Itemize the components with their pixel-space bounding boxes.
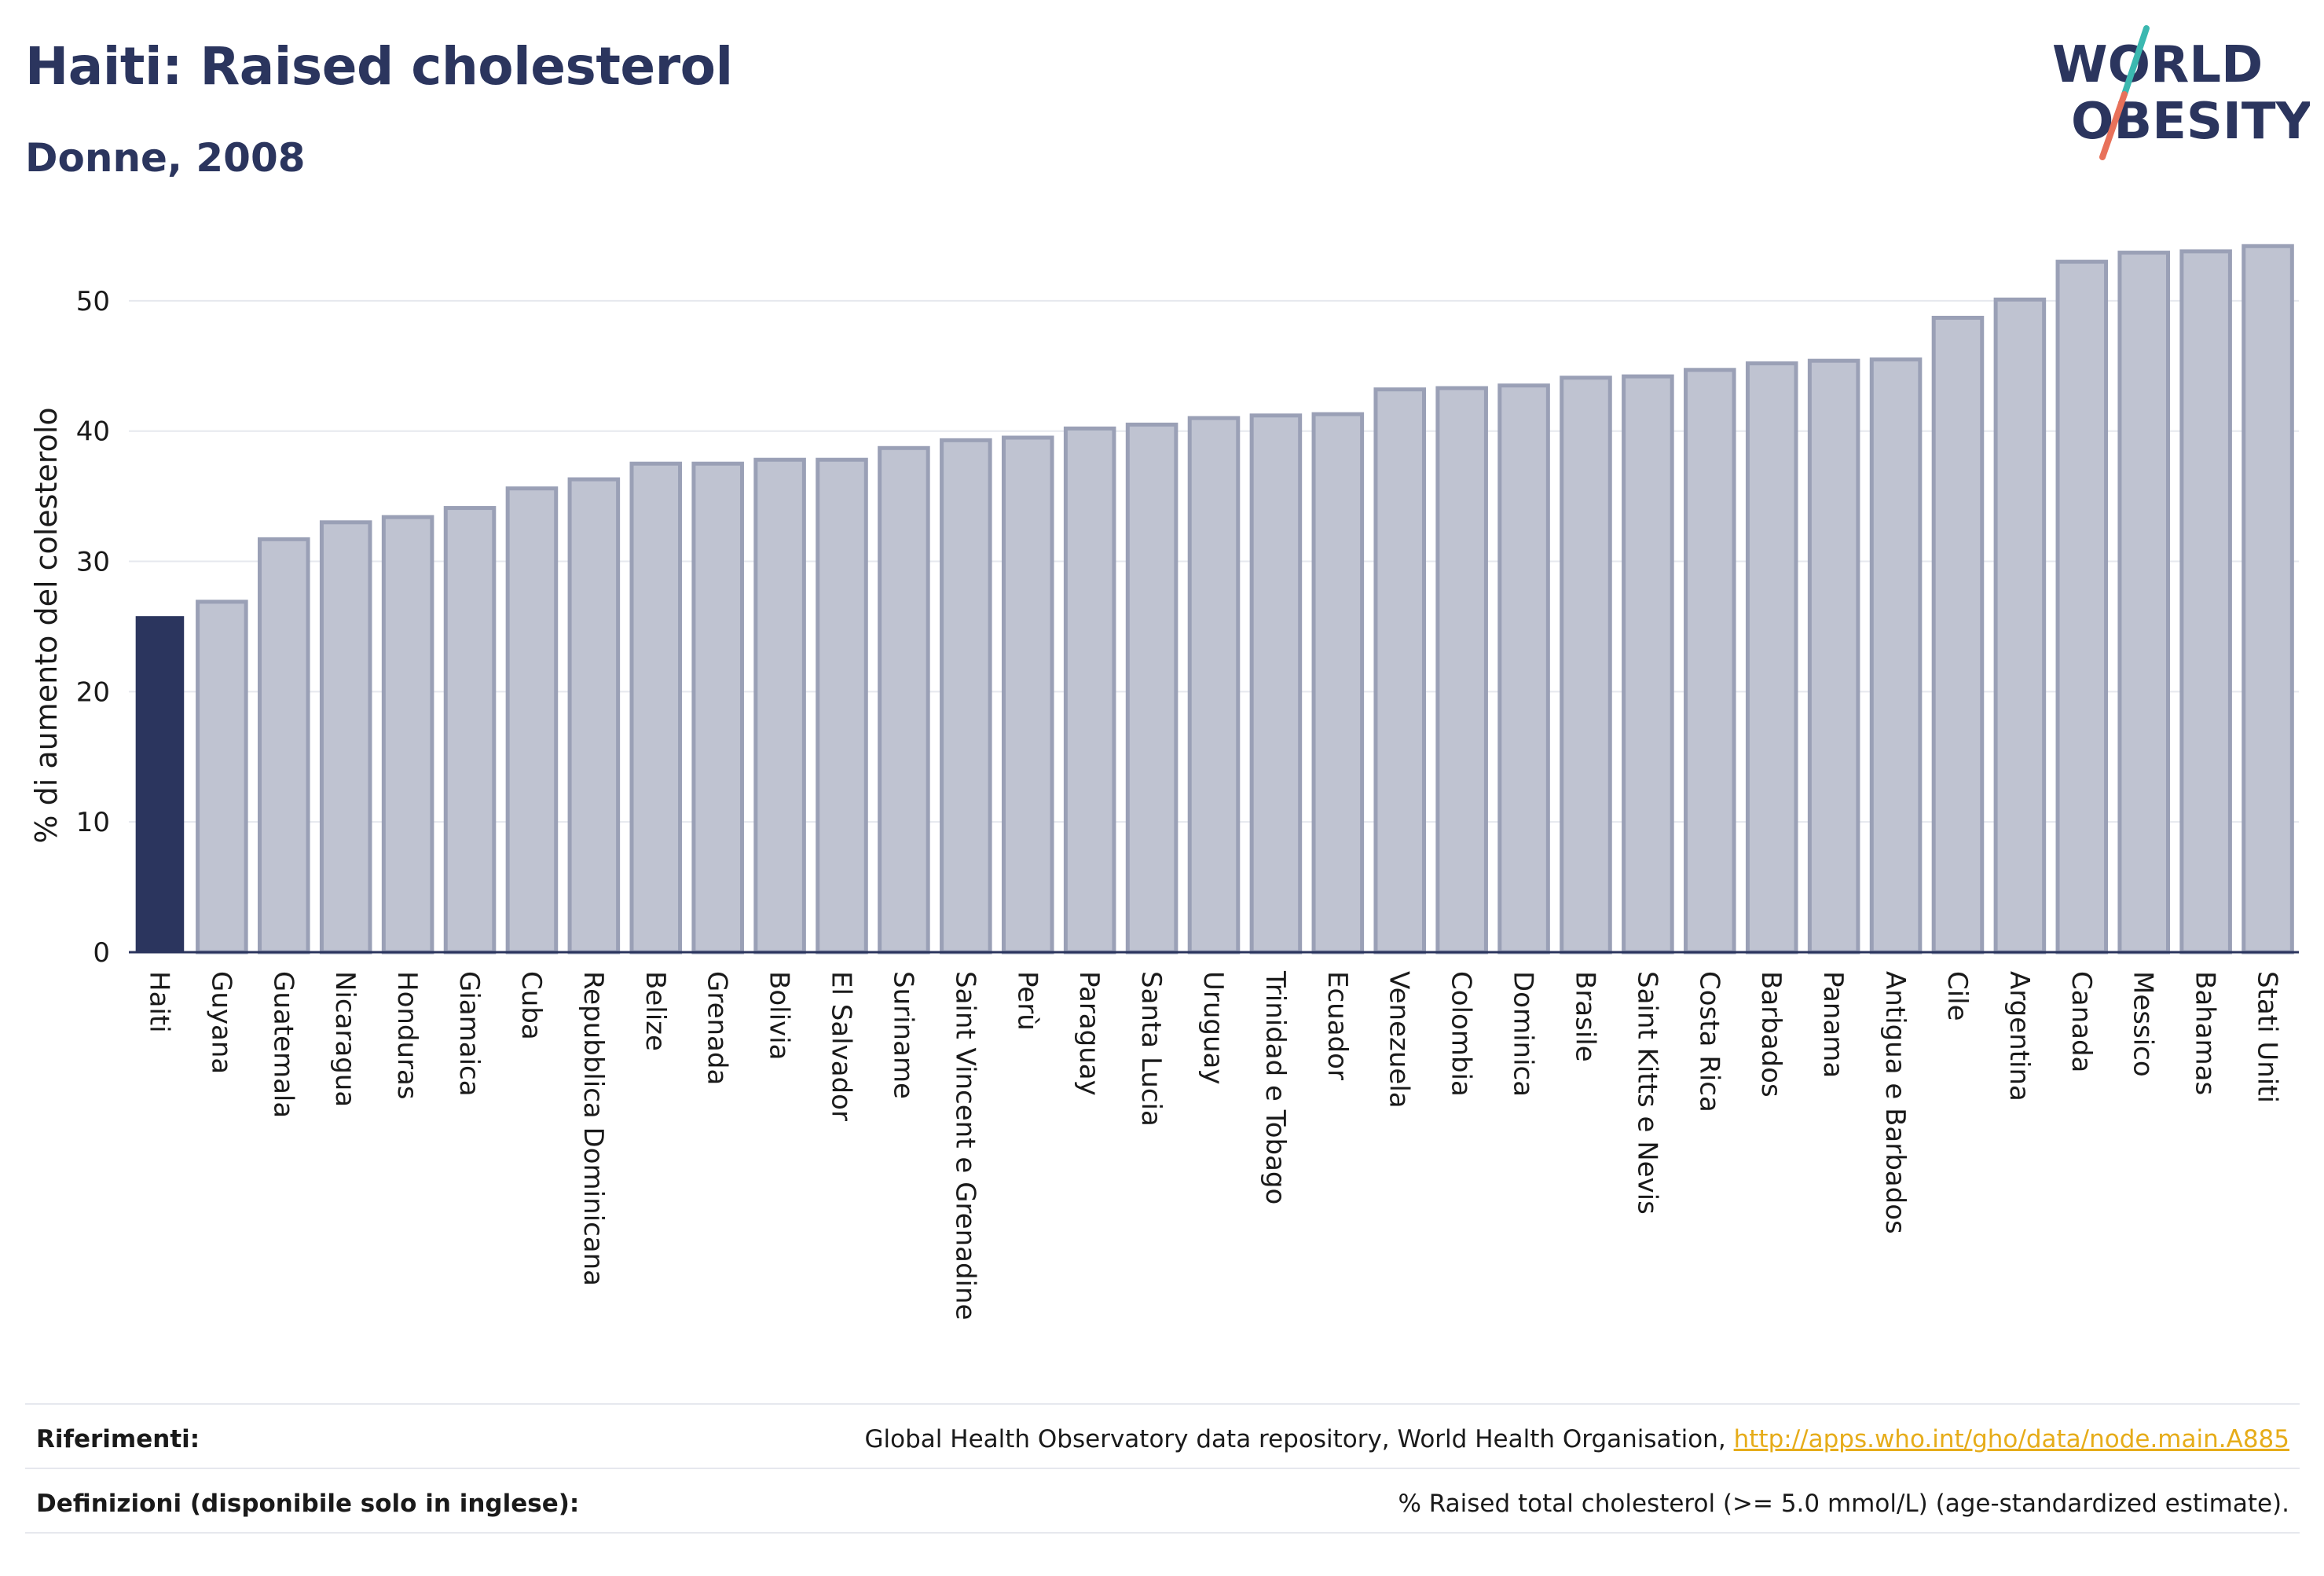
- world-obesity-logo: WORLD OBESITY: [2052, 25, 2310, 160]
- bar: [1684, 368, 1736, 955]
- references-label: Riferimenti:: [36, 1425, 200, 1453]
- bar: [443, 506, 497, 955]
- bar: [1125, 422, 1178, 955]
- bar: [196, 599, 248, 955]
- x-tick-label: Santa Lucia: [1135, 971, 1167, 1127]
- bar: [258, 537, 310, 955]
- x-tick-label: Bahamas: [2190, 971, 2221, 1095]
- footer-divider-bottom: [25, 1532, 2300, 1534]
- x-tick-label: Messico: [2128, 971, 2159, 1077]
- bar: [1622, 374, 1674, 955]
- bar-chart: 0 10 20 30 40 50 % di aumento del colesterolo H…: [29, 244, 2299, 1320]
- bar: [1993, 297, 2047, 955]
- bar: [1931, 315, 1985, 955]
- bar: [816, 457, 868, 955]
- bar: [753, 457, 806, 955]
- x-tick-label: Antigua e Barbados: [1879, 971, 1911, 1234]
- bar: [2179, 249, 2232, 955]
- footer-divider-middle: [25, 1468, 2300, 1469]
- bar: [1249, 413, 1303, 955]
- x-tick-label: Repubblica Dominicana: [577, 971, 609, 1286]
- references-source: Global Health Observatory data repositor…: [864, 1425, 1734, 1453]
- bar: [567, 477, 621, 955]
- logo-line1: WORLD: [2052, 36, 2263, 94]
- bar: [1187, 416, 1241, 955]
- bar: [629, 461, 683, 955]
- bar: [135, 616, 185, 952]
- bar: [381, 515, 434, 955]
- y-tick-label: 40: [76, 416, 110, 448]
- bar: [940, 438, 992, 955]
- bar: [1807, 358, 1860, 955]
- x-tick-label: Brasile: [1569, 971, 1600, 1062]
- x-tick-label: Honduras: [391, 971, 423, 1100]
- x-tick-label: Costa Rica: [1693, 971, 1725, 1112]
- y-tick-label: 50: [76, 286, 110, 317]
- x-tick-label: Barbados: [1755, 971, 1787, 1098]
- x-tick-label: Grenada: [702, 971, 733, 1085]
- bar: [691, 461, 744, 955]
- definitions-text: % Raised total cholesterol (>= 5.0 mmol/…: [1398, 1490, 2289, 1518]
- x-tick-label: Canada: [2066, 971, 2097, 1072]
- y-tick-label: 0: [93, 937, 110, 969]
- logo-slash-teal: [2121, 25, 2150, 97]
- x-tick-label: Guyana: [205, 971, 236, 1074]
- bar: [505, 486, 559, 955]
- references-link[interactable]: http://apps.who.int/gho/data/node.main.A…: [1733, 1425, 2289, 1453]
- x-tick-label: Uruguay: [1197, 971, 1229, 1085]
- x-tick-label: Dominica: [1508, 971, 1539, 1097]
- x-tick-label: Haiti: [143, 971, 174, 1033]
- x-tick-label: Nicaragua: [329, 971, 361, 1107]
- x-tick-label: Venezuela: [1384, 971, 1415, 1109]
- x-tick-label: Perù: [1011, 971, 1043, 1031]
- bar: [1435, 386, 1488, 955]
- x-tick-label: Argentina: [2003, 971, 2035, 1101]
- y-tick-label: 30: [76, 547, 110, 578]
- x-tick-label: Giamaica: [453, 971, 485, 1097]
- x-tick-label: Bolivia: [764, 971, 795, 1060]
- x-tick-label: Colombia: [1446, 971, 1477, 1097]
- references-text: Global Health Observatory data repositor…: [865, 1425, 2289, 1453]
- definitions-label: Definizioni (disponibile solo in inglese…: [36, 1490, 580, 1518]
- x-tick-label: Ecuador: [1321, 971, 1353, 1080]
- bar: [1063, 426, 1116, 955]
- bar: [319, 520, 372, 955]
- x-tick-label: Paraguay: [1073, 971, 1105, 1096]
- bar: [1311, 412, 1365, 955]
- x-tick-label: Saint Kitts e Nevis: [1631, 971, 1662, 1215]
- logo-slash-coral: [2099, 91, 2128, 160]
- bar: [1001, 435, 1054, 955]
- x-tick-label: El Salvador: [826, 971, 857, 1121]
- bar: [1869, 357, 1923, 955]
- x-tick-label: Cile: [1941, 971, 1973, 1021]
- bar: [2055, 259, 2109, 955]
- bar: [1560, 376, 1612, 955]
- footer-divider-top: [25, 1403, 2300, 1405]
- chart-title: Haiti: Raised cholesterol: [25, 36, 733, 97]
- x-tick-label: Saint Vincent e Grenadine: [949, 971, 981, 1320]
- chart-subtitle: Donne, 2008: [25, 135, 306, 181]
- bar: [2117, 251, 2170, 955]
- bar: [2242, 244, 2294, 955]
- y-axis-title: % di aumento del colesterolo: [29, 407, 64, 843]
- bar: [1497, 383, 1550, 955]
- y-tick-label: 10: [76, 807, 110, 838]
- x-tick-label: Cuba: [515, 971, 547, 1040]
- x-tick-label: Stati Uniti: [2252, 971, 2283, 1103]
- x-tick-label: Belize: [640, 971, 671, 1051]
- x-tick-label: Trinidad e Tobago: [1259, 970, 1291, 1204]
- x-tick-label: Guatemala: [267, 971, 299, 1118]
- bar: [1373, 387, 1427, 955]
- x-tick-label: Panama: [1817, 971, 1849, 1078]
- bar: [1745, 361, 1798, 955]
- x-tick-label: Suriname: [887, 971, 918, 1099]
- bar: [878, 445, 930, 955]
- y-tick-label: 20: [76, 676, 110, 708]
